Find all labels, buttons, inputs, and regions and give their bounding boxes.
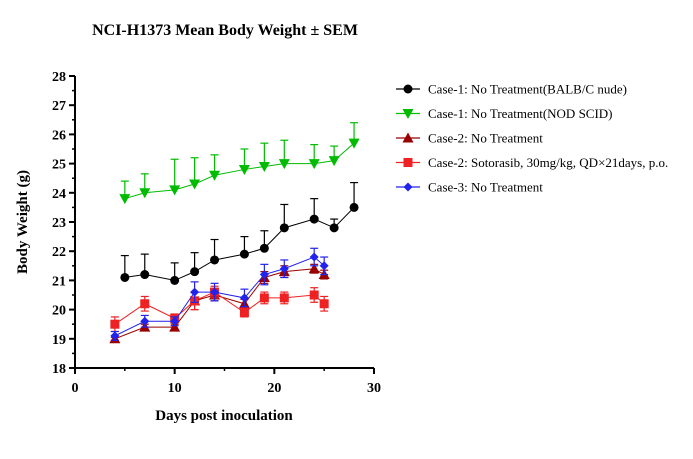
y-tick-label: 26 xyxy=(52,128,66,143)
data-point xyxy=(329,223,339,233)
legend-item: Case-1: No Treatment(BALB/C nude) xyxy=(396,82,627,97)
data-point xyxy=(258,162,270,173)
data-point xyxy=(170,275,180,285)
y-tick-label: 22 xyxy=(52,245,66,260)
data-point xyxy=(190,287,200,297)
data-point xyxy=(238,164,250,175)
data-point xyxy=(259,293,269,303)
legend-item: Case-1: No Treatment(NOD SCID) xyxy=(396,106,613,121)
data-point xyxy=(110,319,120,329)
legend-marker xyxy=(403,182,413,192)
data-point xyxy=(110,331,120,341)
y-tick-label: 27 xyxy=(52,99,66,114)
data-point xyxy=(209,170,221,181)
data-point xyxy=(259,243,269,253)
data-point xyxy=(169,321,181,332)
series-line xyxy=(114,291,325,325)
data-point xyxy=(170,316,180,326)
legend-item: Case-2: No Treatment xyxy=(396,131,543,146)
y-tick-label: 28 xyxy=(52,70,66,85)
legend-label: Case-3: No Treatment xyxy=(428,180,543,195)
plot-area: 18 19 20 21 22 23 24 25 26 27 28 0 10 20 30 xyxy=(52,70,381,396)
series-5 xyxy=(110,247,329,341)
series-1 xyxy=(120,181,359,285)
data-point xyxy=(308,159,320,170)
data-point xyxy=(210,287,220,297)
y-tick-label: 20 xyxy=(52,304,66,319)
series-2 xyxy=(119,122,360,205)
data-point xyxy=(319,299,329,309)
data-point xyxy=(210,255,220,265)
data-point xyxy=(259,270,269,280)
legend-marker xyxy=(402,109,414,119)
legend-label: Case-2: No Treatment xyxy=(428,131,543,146)
x-tick-label: 30 xyxy=(367,381,381,396)
y-tick-label: 18 xyxy=(52,362,66,377)
x-axis-label: Days post inoculation xyxy=(155,408,293,424)
series-line xyxy=(124,142,355,200)
data-point xyxy=(319,261,329,271)
data-point xyxy=(139,188,151,199)
legend-label: Case-1: No Treatment(NOD SCID) xyxy=(428,106,613,121)
y-tick-label: 24 xyxy=(52,187,66,202)
data-point xyxy=(239,308,249,318)
x-tick-label: 20 xyxy=(267,381,281,396)
chart-title: NCI-H1373 Mean Body Weight ± SEM xyxy=(92,22,358,39)
data-point xyxy=(278,159,290,170)
data-point xyxy=(169,185,181,196)
legend-marker xyxy=(403,84,413,94)
y-tick-label: 21 xyxy=(52,274,66,289)
legend-marker xyxy=(403,158,413,167)
legend-label: Case-2: Sotorasib, 30mg/kg, QD×21days, p… xyxy=(428,155,668,170)
legend: Case-1: No Treatment(BALB/C nude) Case-1:… xyxy=(396,82,668,195)
data-point xyxy=(140,299,150,309)
data-point xyxy=(140,270,150,280)
x-tick-label: 10 xyxy=(168,381,182,396)
data-point xyxy=(279,264,289,274)
data-point xyxy=(308,263,320,274)
y-tick-label: 23 xyxy=(52,216,66,231)
data-point xyxy=(239,249,249,259)
data-point xyxy=(309,252,319,262)
series-line xyxy=(114,256,325,337)
legend-marker xyxy=(402,132,414,143)
data-point xyxy=(279,293,289,303)
data-point xyxy=(309,214,319,224)
series-line xyxy=(114,268,325,340)
data-point xyxy=(140,316,150,326)
x-tick-label: 0 xyxy=(72,381,79,396)
data-point xyxy=(328,156,340,167)
legend-item: Case-2: Sotorasib, 30mg/kg, QD×21days, p… xyxy=(396,155,668,170)
series-line xyxy=(124,207,355,281)
data-point xyxy=(309,290,319,300)
data-point xyxy=(119,194,131,205)
data-point xyxy=(279,223,289,233)
data-point xyxy=(348,138,360,149)
y-tick-label: 19 xyxy=(52,333,66,348)
data-point xyxy=(349,202,359,212)
data-point xyxy=(190,267,200,277)
legend-label: Case-1: No Treatment(BALB/C nude) xyxy=(428,82,627,97)
data-point xyxy=(120,272,130,282)
data-point xyxy=(189,179,201,190)
y-axis-label: Body Weight (g) xyxy=(15,170,31,274)
y-tick-label: 25 xyxy=(52,158,66,173)
data-point xyxy=(239,293,249,303)
legend-item: Case-3: No Treatment xyxy=(396,180,543,195)
